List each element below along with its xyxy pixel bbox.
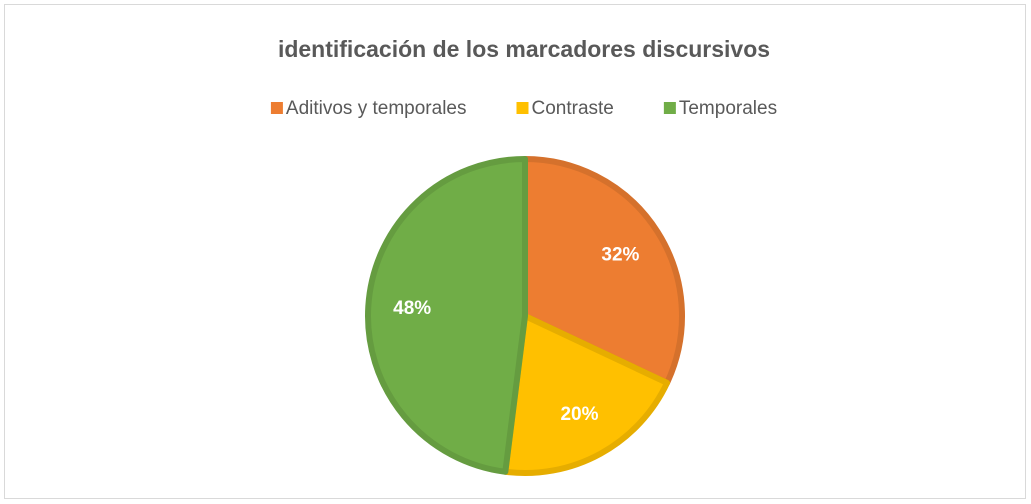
legend-item: Aditivos y temporales: [270, 98, 467, 119]
legend-swatch: [516, 102, 529, 114]
chart-title: identificación de los marcadores discurs…: [278, 36, 770, 62]
legend-item: Temporales: [663, 98, 777, 119]
legend-item: Contraste: [516, 98, 614, 119]
data-label: 32%: [601, 244, 639, 265]
pie-slice: [502, 313, 671, 476]
data-label: 20%: [560, 404, 598, 425]
pie-slice: [365, 156, 528, 475]
legend-swatch: [270, 102, 283, 114]
data-label: 48%: [393, 298, 431, 319]
legend-label: Aditivos y temporales: [286, 98, 467, 119]
pie-slice: [522, 156, 685, 386]
legend-swatch: [663, 102, 676, 114]
legend-label: Temporales: [679, 98, 777, 119]
legend-label: Contraste: [531, 98, 613, 119]
